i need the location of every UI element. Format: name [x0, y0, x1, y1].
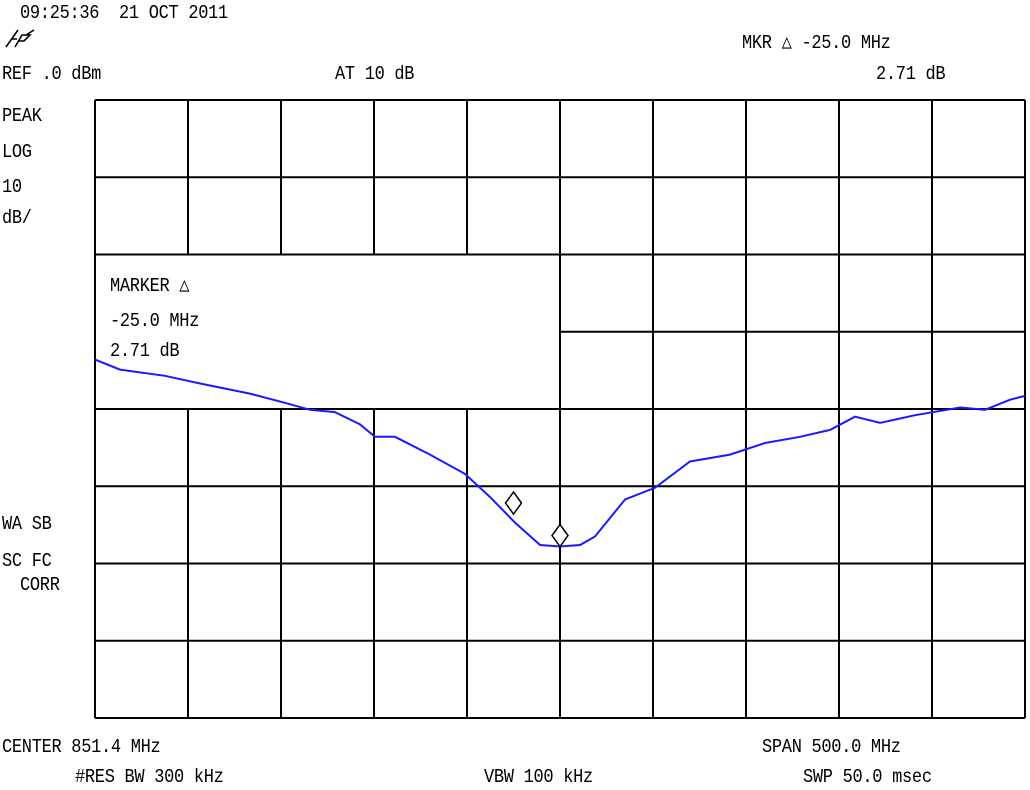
resolution-bandwidth: #RES BW 300 kHz — [75, 767, 224, 789]
hp-logo — [5, 29, 35, 48]
timestamp: 09:25:36 21 OCT 2011 — [20, 3, 228, 25]
scale-type: LOG — [2, 142, 32, 164]
marker-box-amplitude: 2.71 dB — [110, 341, 180, 363]
scale-unit: dB/ — [2, 208, 32, 230]
sc-fc-indicator: SC FC — [2, 551, 52, 573]
ref-level: REF .0 dBm — [2, 64, 102, 86]
span: SPAN 500.0 MHz — [762, 737, 901, 759]
marker-value: 2.71 dB — [876, 64, 946, 86]
wa-sb-indicator: WA SB — [2, 514, 52, 536]
sweep-time: SWP 50.0 msec — [803, 767, 932, 789]
scale-value: 10 — [2, 177, 22, 199]
marker-box-title: MARKER △ — [110, 276, 190, 298]
marker-box-freq: -25.0 MHz — [110, 311, 200, 333]
marker-readout: MKR △ -25.0 MHz — [742, 33, 891, 55]
video-bandwidth: VBW 100 kHz — [484, 767, 593, 789]
marker-box — [96, 255, 559, 408]
reference-marker-diamond — [551, 523, 569, 548]
corr-indicator: CORR — [20, 575, 60, 597]
detector-mode: PEAK — [2, 106, 42, 128]
delta-marker-diamond — [504, 490, 523, 516]
attenuation: AT 10 dB — [335, 64, 415, 86]
center-frequency: CENTER 851.4 MHz — [2, 737, 161, 759]
